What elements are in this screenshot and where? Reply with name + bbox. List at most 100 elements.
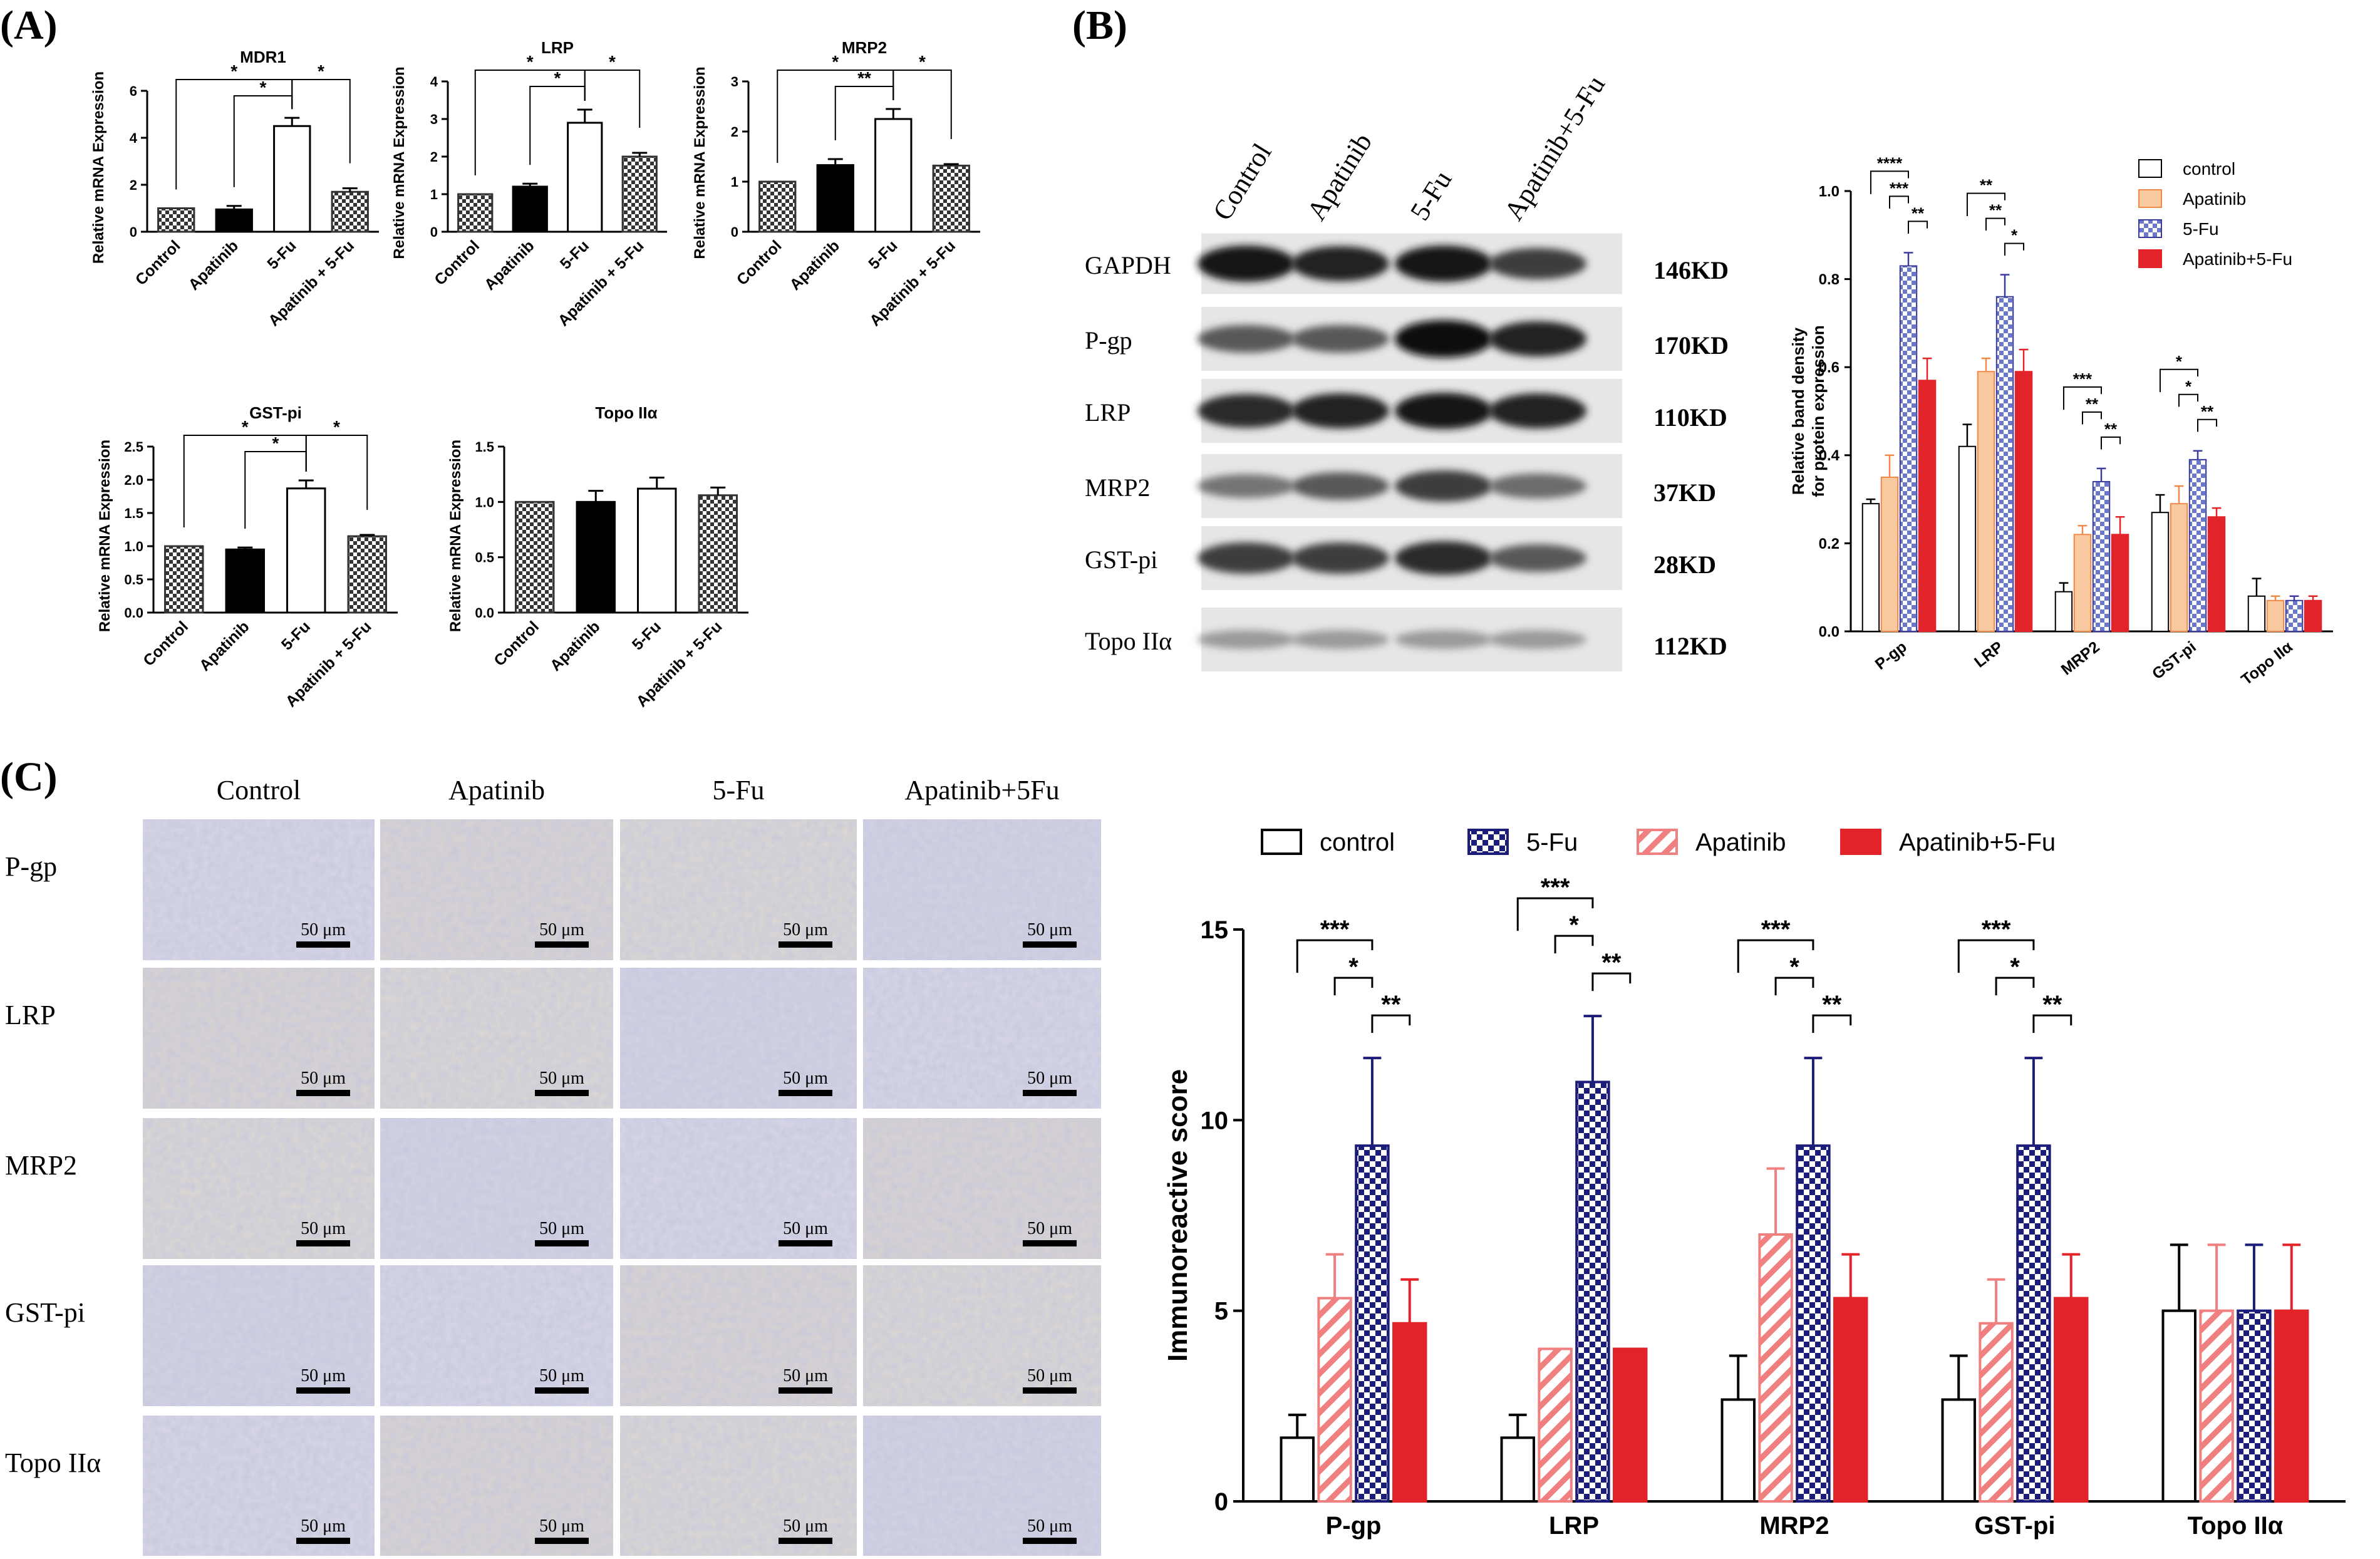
y-tick-label: 0 bbox=[731, 224, 738, 240]
chart-b-ylabel: Relative band density for protein express… bbox=[1789, 325, 1828, 497]
scale-bar bbox=[779, 1240, 832, 1246]
lane-label: 5-Fu bbox=[1404, 165, 1458, 225]
y-axis-label: for protein expression bbox=[1809, 325, 1828, 497]
significance-bracket-line bbox=[1870, 170, 1910, 194]
y-tick-label: 1.0 bbox=[1819, 183, 1839, 200]
y-tick-label: 2.5 bbox=[124, 439, 143, 455]
bar bbox=[2170, 503, 2188, 632]
ihc-texture bbox=[620, 968, 857, 1109]
protein-band bbox=[1198, 325, 1295, 353]
ihc-grid: Control Apatinib 5-Fu Apatinib+5Fu P-gp 50 μm… bbox=[5, 775, 1101, 1556]
bar bbox=[457, 193, 494, 233]
significance-bracket-label: ** bbox=[1381, 991, 1401, 1018]
significance-bracket-label: * bbox=[1348, 953, 1358, 981]
bar bbox=[2199, 1309, 2234, 1503]
bar bbox=[2188, 458, 2207, 633]
bar bbox=[2054, 1297, 2089, 1503]
significance-bracket-line bbox=[1333, 976, 1374, 996]
panel-label-a: (A) bbox=[0, 3, 58, 48]
ihc-texture bbox=[380, 819, 613, 960]
chart-a-3: MRP2 0 1 2 3 Relative mRNA Expression Control A… bbox=[691, 38, 980, 329]
blot-kd-label: 28KD bbox=[1653, 551, 1716, 579]
legend-label: Apatinib+5-Fu bbox=[2183, 249, 2292, 269]
western-blot: Control Apatinib 5-Fu Apatinib+5-Fu GAPDH 146… bbox=[1085, 70, 1729, 671]
y-tick-label: 0.5 bbox=[475, 550, 494, 566]
bar bbox=[758, 180, 797, 233]
scale-bar bbox=[535, 1387, 589, 1394]
significance-bracket-line bbox=[1812, 1014, 1852, 1033]
y-tick-label: 2 bbox=[731, 124, 738, 140]
ihc-texture bbox=[380, 1265, 613, 1406]
significance-bracket-label: *** bbox=[1761, 916, 1791, 943]
y-tick-label: 15 bbox=[1201, 916, 1229, 944]
significance-bracket-label: * bbox=[609, 52, 616, 71]
scale-bar bbox=[1023, 941, 1077, 948]
y-tick-label: 0.4 bbox=[1819, 447, 1840, 464]
bar bbox=[1280, 1436, 1315, 1503]
significance-bracket-label: ** bbox=[1989, 201, 2002, 220]
scale-bar bbox=[779, 941, 832, 948]
ihc-texture bbox=[863, 819, 1101, 960]
scale-bar bbox=[535, 1090, 589, 1096]
bar bbox=[1355, 1144, 1390, 1503]
significance-bracket-label: *** bbox=[1982, 916, 2011, 943]
y-tick-label: 0 bbox=[1214, 1488, 1228, 1516]
ihc-row-label: GST-pi bbox=[5, 1297, 85, 1328]
y-tick-label: 2 bbox=[130, 177, 137, 193]
category-label: 5-Fu bbox=[557, 237, 592, 272]
significance-bracket-line bbox=[1591, 972, 1632, 992]
bar bbox=[273, 125, 311, 233]
category-label: Apatinib bbox=[196, 618, 253, 675]
ihc-texture bbox=[863, 1265, 1101, 1406]
ihc-texture bbox=[380, 1118, 613, 1259]
significance-bracket-label: ** bbox=[1980, 176, 1993, 195]
chart-title: MDR1 bbox=[240, 48, 286, 66]
bar bbox=[1538, 1347, 1573, 1503]
bar bbox=[1575, 1080, 1610, 1503]
scale-bar-label: 50 μm bbox=[783, 1516, 828, 1536]
ihc-texture bbox=[620, 1416, 857, 1556]
category-label: Control bbox=[132, 237, 184, 289]
scale-bar bbox=[296, 941, 350, 948]
category-label: Control bbox=[140, 618, 192, 670]
category-label: MRP2 bbox=[1759, 1512, 1829, 1540]
category-label: 5-Fu bbox=[629, 618, 665, 653]
significance-bracket-label: * bbox=[2011, 226, 2018, 245]
scale-bar bbox=[1023, 1240, 1077, 1246]
significance-bracket-label: * bbox=[2010, 953, 2020, 981]
category-label: Apatinib bbox=[547, 618, 604, 675]
bar bbox=[567, 122, 603, 233]
significance-bracket-line bbox=[2101, 436, 2121, 450]
legend-swatch bbox=[1840, 829, 1881, 855]
category-label: Control bbox=[490, 618, 542, 670]
scale-bar-label: 50 μm bbox=[539, 1366, 584, 1385]
y-tick-label: 4 bbox=[130, 130, 138, 146]
legend-swatch bbox=[2138, 249, 2162, 268]
ihc-column-label: 5-Fu bbox=[712, 775, 764, 805]
scale-bar-label: 50 μm bbox=[301, 1366, 346, 1385]
scale-bar bbox=[779, 1538, 832, 1544]
bar bbox=[1758, 1233, 1793, 1503]
significance-bracket-label: * bbox=[1789, 953, 1799, 981]
bar bbox=[621, 155, 658, 233]
ihc-texture bbox=[620, 819, 857, 960]
bar bbox=[157, 207, 195, 233]
scale-bar-label: 50 μm bbox=[783, 1219, 828, 1238]
y-tick-label: 3 bbox=[430, 111, 438, 127]
ihc-texture bbox=[143, 1416, 375, 1556]
significance-bracket-line bbox=[1516, 897, 1594, 931]
significance-bracket-line bbox=[2004, 242, 2025, 256]
y-tick-label: 0.8 bbox=[1819, 271, 1839, 288]
significance-bracket-label: ** bbox=[2042, 991, 2062, 1018]
protein-band bbox=[1291, 246, 1389, 281]
bar bbox=[2151, 512, 2170, 632]
significance-bracket-label: ** bbox=[857, 68, 871, 88]
significance-bracket-line bbox=[2032, 1014, 2072, 1033]
bar bbox=[1977, 371, 1995, 632]
chart-b-legend: control Apatinib 5-Fu Apatinib+5-Fu bbox=[2138, 159, 2292, 269]
category-label: Control bbox=[733, 237, 785, 289]
bar bbox=[1392, 1322, 1427, 1503]
bar bbox=[698, 494, 738, 614]
significance-bracket-label: * bbox=[2185, 377, 2192, 396]
